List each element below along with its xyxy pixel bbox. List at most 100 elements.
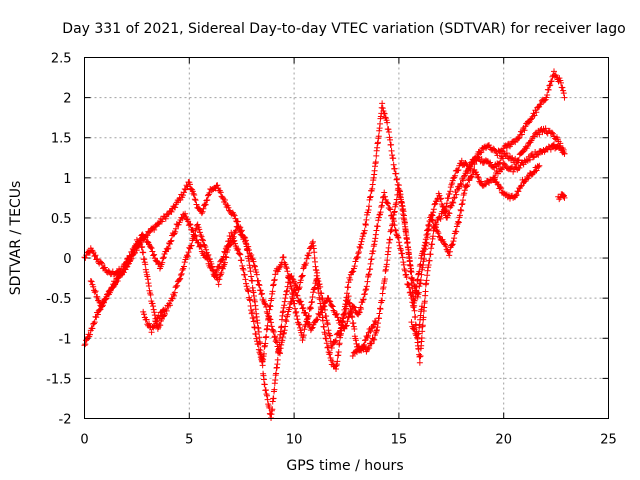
data-point [443, 200, 450, 207]
data-point [451, 235, 458, 242]
data-point [314, 275, 321, 282]
data-point [156, 315, 163, 322]
data-point [360, 342, 367, 349]
data-point [326, 297, 333, 304]
y-axis-label: SDTVAR / TECUs [8, 181, 24, 296]
data-point [446, 252, 453, 259]
data-point [446, 248, 453, 255]
data-point [245, 288, 252, 295]
data-point [386, 136, 393, 143]
data-point [411, 326, 418, 333]
data-point [381, 110, 388, 117]
data-point [190, 233, 197, 240]
data-point [82, 254, 89, 261]
data-point [264, 396, 271, 403]
data-point [430, 233, 437, 240]
data-point [475, 174, 482, 181]
data-point [144, 276, 151, 283]
data-point [193, 201, 200, 208]
data-point [411, 307, 418, 314]
data-point [522, 123, 529, 130]
data-point [410, 325, 417, 332]
data-point [434, 228, 441, 235]
data-point [397, 247, 404, 254]
data-point [463, 161, 470, 168]
data-point [82, 341, 89, 348]
data-point [390, 211, 397, 218]
y-tick-label: 1.5 [51, 132, 72, 147]
data-point [307, 305, 314, 312]
data-point [289, 290, 296, 297]
data-point [247, 297, 254, 304]
data-point [394, 176, 401, 183]
data-point [396, 187, 403, 194]
data-point [503, 144, 510, 151]
data-point [363, 216, 370, 223]
data-point [314, 316, 321, 323]
data-point [364, 334, 371, 341]
data-point [151, 312, 158, 319]
data-point [536, 131, 543, 138]
data-point [373, 326, 380, 333]
data-point [282, 291, 289, 298]
data-point [283, 263, 290, 270]
data-point [387, 236, 394, 243]
data-point [400, 259, 407, 266]
data-point [447, 188, 454, 195]
data-point [531, 112, 538, 119]
data-point [296, 321, 303, 328]
data-point [291, 286, 298, 293]
data-point [300, 265, 307, 272]
data-point [453, 228, 460, 235]
data-point [255, 346, 262, 353]
data-point [377, 209, 384, 216]
data-point [420, 261, 427, 268]
data-point [548, 129, 555, 136]
data-point [351, 304, 358, 311]
data-point [418, 271, 425, 278]
data-point [322, 331, 329, 338]
data-point [547, 146, 554, 153]
data-point [261, 350, 268, 357]
data-point [530, 154, 537, 161]
data-point [393, 199, 400, 206]
data-point [427, 251, 434, 258]
data-point [560, 87, 567, 94]
data-point [421, 298, 428, 305]
data-point [446, 190, 453, 197]
data-point [524, 142, 531, 149]
data-point [561, 150, 568, 157]
data-point [157, 322, 164, 329]
data-point [244, 287, 251, 294]
data-point [321, 303, 328, 310]
data-point [346, 300, 353, 307]
data-point [222, 249, 229, 256]
data-point [140, 249, 147, 256]
data-point [251, 263, 258, 270]
data-point [328, 302, 335, 309]
data-point [221, 197, 228, 204]
data-point [452, 172, 459, 179]
data-point [450, 195, 457, 202]
data-point [327, 298, 334, 305]
data-point [461, 190, 468, 197]
data-point [451, 174, 458, 181]
data-point [542, 125, 549, 132]
data-point [381, 189, 388, 196]
data-point [406, 284, 413, 291]
data-point [266, 306, 273, 313]
data-point [300, 332, 307, 339]
data-point [399, 254, 406, 261]
data-point [214, 182, 221, 189]
data-point [352, 258, 359, 265]
data-point [195, 239, 202, 246]
data-point [437, 215, 444, 222]
data-point [396, 239, 403, 246]
data-point [268, 319, 275, 326]
data-point [324, 320, 331, 327]
data-point [458, 181, 465, 188]
data-point [249, 277, 256, 284]
data-point [153, 320, 160, 327]
data-point [439, 202, 446, 209]
data-point [385, 200, 392, 207]
